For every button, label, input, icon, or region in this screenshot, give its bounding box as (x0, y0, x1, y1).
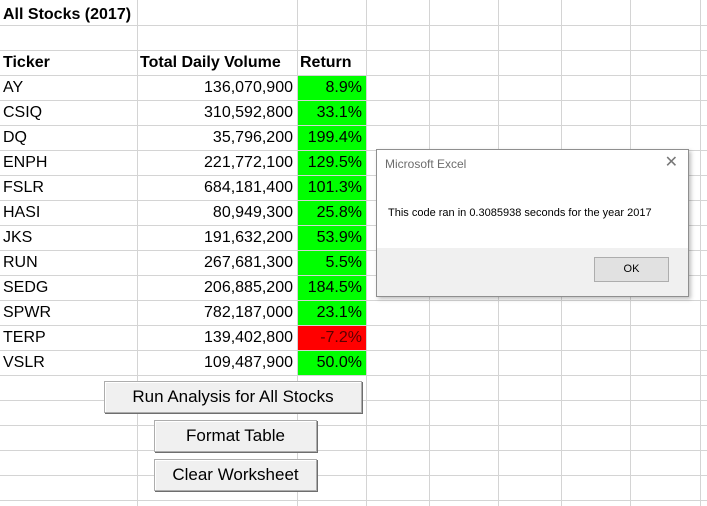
volume-cell[interactable]: 139,402,800 (204, 329, 293, 346)
row-gridline (0, 175, 707, 176)
column-gridline (297, 0, 298, 506)
format-table-button[interactable]: Format Table (154, 420, 317, 452)
row-gridline (0, 225, 707, 226)
return-cell[interactable]: 25.8% (298, 201, 366, 225)
ticker-cell[interactable]: AY (3, 79, 24, 96)
return-cell[interactable]: 53.9% (298, 226, 366, 250)
volume-cell[interactable]: 80,949,300 (212, 204, 293, 221)
return-cell[interactable]: 5.5% (298, 251, 366, 275)
row-gridline (0, 50, 707, 51)
column-gridline (366, 0, 367, 506)
return-cell[interactable]: 50.0% (298, 351, 366, 375)
row-gridline (0, 450, 707, 451)
row-gridline (0, 250, 707, 251)
return-cell[interactable]: -7.2% (298, 326, 366, 350)
volume-cell[interactable]: 206,885,200 (204, 279, 293, 296)
ticker-cell[interactable]: VSLR (3, 354, 45, 371)
dialog-title: Microsoft Excel (385, 157, 467, 171)
row-gridline (0, 325, 707, 326)
header-return[interactable]: Return (300, 54, 352, 71)
close-icon[interactable]: ✕ (664, 154, 678, 171)
dialog-message: This code ran in 0.3085938 seconds for t… (388, 207, 652, 219)
row-gridline (0, 25, 707, 26)
header-total-daily-volume[interactable]: Total Daily Volume (140, 54, 281, 71)
volume-cell[interactable]: 35,796,200 (212, 129, 293, 146)
column-gridline (137, 0, 138, 506)
row-gridline (0, 350, 707, 351)
ticker-cell[interactable]: RUN (3, 254, 38, 271)
sheet-title[interactable]: All Stocks (2017) (3, 6, 132, 23)
volume-cell[interactable]: 267,681,300 (204, 254, 293, 271)
ticker-cell[interactable]: TERP (3, 329, 46, 346)
run-analysis-button[interactable]: Run Analysis for All Stocks (104, 381, 362, 413)
return-cell[interactable]: 33.1% (298, 101, 366, 125)
row-gridline (0, 375, 707, 376)
clear-worksheet-button[interactable]: Clear Worksheet (154, 459, 317, 491)
row-gridline (0, 150, 707, 151)
dialog-footer: OK (377, 248, 688, 296)
row-gridline (0, 200, 707, 201)
return-cell[interactable]: 8.9% (298, 76, 366, 100)
header-ticker[interactable]: Ticker (3, 54, 50, 71)
ticker-cell[interactable]: ENPH (3, 154, 48, 171)
row-gridline (0, 75, 707, 76)
ticker-cell[interactable]: JKS (3, 229, 33, 246)
row-gridline (0, 425, 707, 426)
volume-cell[interactable]: 310,592,800 (204, 104, 293, 121)
row-gridline (0, 500, 707, 501)
column-gridline (700, 0, 701, 506)
volume-cell[interactable]: 782,187,000 (204, 304, 293, 321)
volume-cell[interactable]: 109,487,900 (204, 354, 293, 371)
return-cell[interactable]: 23.1% (298, 301, 366, 325)
message-box-dialog[interactable]: Microsoft Excel ✕ This code ran in 0.308… (376, 149, 689, 297)
row-gridline (0, 125, 707, 126)
ticker-cell[interactable]: HASI (3, 204, 41, 221)
ticker-cell[interactable]: CSIQ (3, 104, 43, 121)
ticker-cell[interactable]: DQ (3, 129, 27, 146)
ticker-cell[interactable]: SPWR (3, 304, 51, 321)
return-cell[interactable]: 199.4% (298, 126, 366, 150)
volume-cell[interactable]: 221,772,100 (204, 154, 293, 171)
return-cell[interactable]: 129.5% (298, 151, 366, 175)
volume-cell[interactable]: 191,632,200 (204, 229, 293, 246)
ok-button[interactable]: OK (594, 257, 669, 282)
return-cell[interactable]: 184.5% (298, 276, 366, 300)
ticker-cell[interactable]: SEDG (3, 279, 49, 296)
volume-cell[interactable]: 684,181,400 (204, 179, 293, 196)
volume-cell[interactable]: 136,070,900 (204, 79, 293, 96)
ticker-cell[interactable]: FSLR (3, 179, 44, 196)
return-cell[interactable]: 101.3% (298, 176, 366, 200)
row-gridline (0, 275, 707, 276)
row-gridline (0, 475, 707, 476)
row-gridline (0, 300, 707, 301)
row-gridline (0, 100, 707, 101)
